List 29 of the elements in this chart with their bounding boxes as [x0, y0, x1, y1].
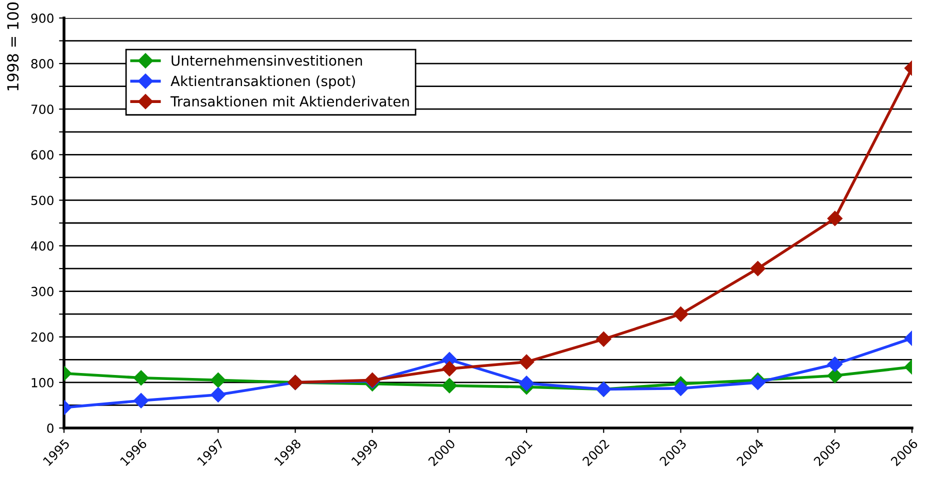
y-tick-label: 800 [31, 59, 54, 68]
y-tick-label: 600 [31, 150, 54, 160]
point [827, 368, 842, 384]
y-tick-label: 0 [47, 423, 54, 433]
y-tick-label: 500 [31, 196, 54, 206]
point [210, 387, 226, 402]
point [518, 376, 534, 391]
y-tick-label: 200 [31, 332, 54, 342]
point [827, 356, 842, 372]
point [518, 354, 534, 370]
point [442, 378, 458, 394]
point [134, 370, 149, 386]
point [596, 332, 612, 347]
y-tick-label: 100 [32, 378, 54, 388]
point [673, 306, 688, 322]
y-tick-label: 400 [31, 241, 54, 251]
y-tick-label: 700 [31, 104, 54, 114]
point [210, 372, 226, 388]
point [134, 393, 149, 408]
legend-label: Aktientransaktionen (spot) [170, 75, 355, 89]
y-axis-title: 1998 = 100 [7, 2, 19, 90]
point [750, 260, 766, 276]
y-tick-label: 900 [31, 13, 54, 23]
y-tick-label: 300 [31, 286, 54, 296]
point [827, 210, 842, 226]
point [442, 361, 458, 376]
legend-label: Unternehmensinvestitionen [172, 55, 362, 66]
legend-label: Transaktionen mit Aktienderivaten [170, 96, 409, 107]
point [673, 380, 688, 396]
